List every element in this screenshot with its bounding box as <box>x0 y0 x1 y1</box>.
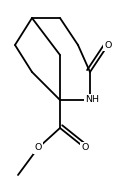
Text: O: O <box>104 41 112 50</box>
Text: O: O <box>81 143 89 152</box>
Text: O: O <box>34 143 42 152</box>
Text: NH: NH <box>85 95 99 104</box>
